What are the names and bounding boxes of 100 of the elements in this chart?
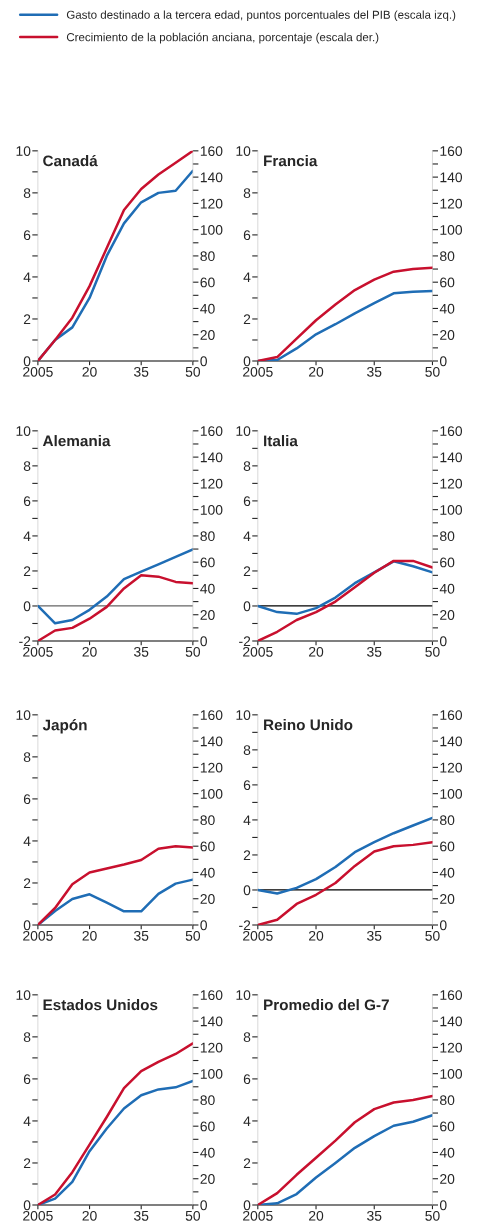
y-tick-label: 0 <box>243 601 251 612</box>
chart-title: Italia <box>264 435 298 447</box>
line-series <box>37 548 193 625</box>
y2-tick-label: 120 <box>440 198 463 209</box>
y2-tick-label: 20 <box>440 610 455 620</box>
y-tick-label: 8 <box>243 461 251 472</box>
x-tick-label: 20 <box>309 1210 324 1221</box>
y2-tick-label: 0 <box>439 636 447 647</box>
y-tick-label: 4 <box>243 272 251 282</box>
y-tick-label: 10 <box>236 990 251 1001</box>
y-tick-label: 4 <box>243 1116 251 1126</box>
y2-tick-label: 160 <box>200 710 223 721</box>
y2-tick-label: 60 <box>200 277 215 288</box>
y-tick-label: 2 <box>243 314 251 324</box>
y2-tick-label: 100 <box>440 504 463 515</box>
y-tick-label: 10 <box>236 426 251 437</box>
x-tick-label: 2005 <box>23 1210 53 1221</box>
y2-tick-label: 140 <box>200 1016 223 1027</box>
y2-tick-label: 120 <box>440 762 463 773</box>
y2-tick-label: 140 <box>200 172 223 183</box>
y2-tick-label: 40 <box>439 583 455 594</box>
y-tick-label: 10 <box>16 990 31 1001</box>
x-tick-label: 35 <box>134 366 149 377</box>
y-tick-label: 6 <box>243 230 251 241</box>
x-tick-label: 35 <box>367 1210 382 1221</box>
x-tick-label: 2005 <box>23 646 53 657</box>
y2-tick-label: 100 <box>200 788 223 799</box>
y2-tick-label: 80 <box>440 531 455 542</box>
y2-tick-label: 20 <box>200 330 215 340</box>
chart-title: Japón <box>42 719 87 734</box>
y2-tick-label: 60 <box>440 1121 455 1132</box>
y2-tick-label: 20 <box>440 894 455 904</box>
y-tick-label: 0 <box>243 356 251 367</box>
y2-tick-label: 100 <box>440 224 463 235</box>
legend-label: Crecimiento de la población anciana, porcentaje (escala der.) <box>66 32 379 44</box>
y-tick-label: 2 <box>23 314 31 324</box>
y-tick-label: 0 <box>23 601 31 612</box>
y-tick-label: 10 <box>236 146 251 157</box>
chart-title: Alemania <box>42 435 111 447</box>
y-tick-label: -2 <box>239 636 251 647</box>
x-tick-label: 50 <box>185 646 201 657</box>
y-tick-label: 10 <box>16 146 31 157</box>
x-tick-label: 2005 <box>243 930 273 941</box>
y2-tick-label: 160 <box>440 990 463 1001</box>
y2-tick-label: 40 <box>439 303 455 314</box>
chart-title: Reino Unido <box>264 719 353 731</box>
y-tick-label: 6 <box>243 496 251 507</box>
chart-title: Canadá <box>43 154 98 167</box>
y2-tick-label: 0 <box>200 920 207 931</box>
y-tick-label: 0 <box>23 1200 31 1211</box>
y2-tick-label: 40 <box>200 1147 215 1158</box>
x-tick-label: 20 <box>82 930 97 941</box>
line-series <box>257 1094 433 1205</box>
y-tick-label: 6 <box>243 780 251 791</box>
y2-tick-label: 40 <box>439 867 455 878</box>
y2-tick-label: 80 <box>200 251 215 262</box>
y-tick-label: 10 <box>16 426 31 437</box>
y2-tick-label: 100 <box>200 504 223 515</box>
x-tick-label: 50 <box>185 1210 201 1221</box>
line-series <box>257 841 433 925</box>
y2-tick-label: 100 <box>440 788 463 799</box>
y2-tick-label: 120 <box>200 198 223 209</box>
y2-tick-label: 20 <box>200 894 215 904</box>
y2-tick-label: 120 <box>440 1042 463 1053</box>
x-tick-label: 35 <box>367 366 382 377</box>
y2-tick-label: 0 <box>200 636 207 647</box>
y-tick-label: 4 <box>243 531 251 541</box>
y-tick-label: 2 <box>243 566 251 576</box>
y2-tick-label: 80 <box>440 251 455 262</box>
x-tick-label: 35 <box>134 930 149 941</box>
y-tick-label: 10 <box>16 710 31 721</box>
y-tick-label: 2 <box>243 850 251 860</box>
line-series <box>37 574 193 641</box>
x-tick-label: 35 <box>367 930 382 941</box>
y2-tick-label: 160 <box>200 426 223 437</box>
y2-tick-label: 80 <box>440 815 455 826</box>
y-tick-label: 8 <box>243 1032 251 1043</box>
y-tick-label: 4 <box>23 531 31 541</box>
y2-tick-label: 20 <box>200 1174 215 1184</box>
x-tick-label: 50 <box>425 366 440 377</box>
y2-tick-label: 160 <box>200 146 223 157</box>
y2-tick-label: 20 <box>440 330 455 340</box>
y2-tick-label: 40 <box>439 1147 455 1158</box>
y-tick-label: 0 <box>243 885 251 896</box>
y2-tick-label: 60 <box>200 557 215 568</box>
y2-tick-label: 120 <box>440 478 463 489</box>
y2-tick-label: 100 <box>440 1068 463 1079</box>
y2-tick-label: 60 <box>440 557 455 568</box>
y2-tick-label: 160 <box>440 426 463 437</box>
y-tick-label: 2 <box>243 1158 251 1168</box>
y-tick-label: 6 <box>23 230 31 241</box>
y2-tick-label: 0 <box>200 356 207 367</box>
legend-label: Gasto destinado a la tercera edad, puntos porcentuales del PIB (escala izq.) <box>66 10 456 22</box>
y2-tick-label: 0 <box>200 1200 207 1211</box>
line-series <box>37 1042 193 1205</box>
line-series <box>257 816 433 895</box>
chart-title: Estados Unidos <box>43 999 158 1011</box>
y2-tick-label: 160 <box>440 146 463 157</box>
x-tick-label: 50 <box>185 366 201 377</box>
y2-tick-label: 80 <box>200 1095 215 1106</box>
